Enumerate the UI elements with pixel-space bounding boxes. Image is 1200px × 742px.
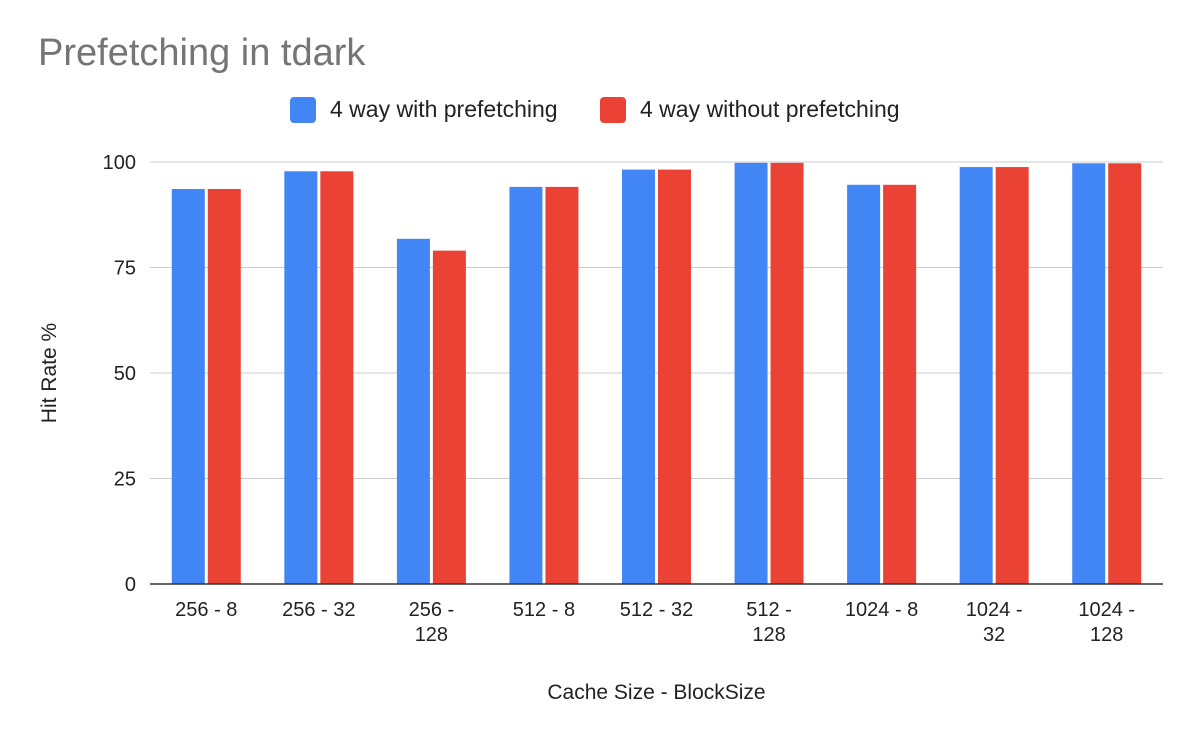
y-tick-label: 100 bbox=[103, 152, 136, 174]
x-tick-label: 512 - 8 bbox=[513, 599, 575, 621]
bar-without-prefetching bbox=[995, 167, 1029, 584]
bar-with-prefetching bbox=[171, 189, 205, 584]
y-axis-ticks: 0 25 50 75 100 bbox=[103, 152, 136, 596]
x-tick-label: 256 -128 bbox=[409, 599, 455, 646]
x-tick-label: 256 - 32 bbox=[282, 599, 355, 621]
legend: 4 way with prefetching 4 way without pre… bbox=[0, 96, 1200, 130]
x-tick-label: 1024 - 8 bbox=[845, 599, 918, 621]
legend-swatch-with-prefetching bbox=[290, 96, 316, 123]
gridlines bbox=[150, 161, 1163, 479]
bar-with-prefetching bbox=[509, 186, 543, 584]
x-tick-label: 1024 -32 bbox=[966, 599, 1023, 646]
y-tick-label: 75 bbox=[114, 258, 136, 280]
chart-title: Prefetching in tdark bbox=[38, 32, 366, 74]
bars bbox=[171, 162, 1142, 585]
bar-with-prefetching bbox=[622, 169, 655, 584]
bar-without-prefetching bbox=[1108, 163, 1142, 585]
x-tick-label: 512 -128 bbox=[746, 599, 792, 646]
legend-label-with-prefetching: 4 way with prefetching bbox=[330, 96, 558, 122]
legend-swatch-without-prefetching bbox=[600, 96, 626, 123]
legend-label-without-prefetching: 4 way without prefetching bbox=[640, 96, 900, 122]
bar-with-prefetching bbox=[396, 238, 430, 584]
y-tick-label: 50 bbox=[114, 363, 136, 385]
bar-without-prefetching bbox=[207, 189, 241, 584]
x-tick-label: 256 - 8 bbox=[175, 599, 237, 621]
bar-with-prefetching bbox=[734, 162, 768, 584]
y-tick-label: 25 bbox=[114, 469, 136, 491]
bar-without-prefetching bbox=[320, 171, 354, 584]
bar-without-prefetching bbox=[770, 162, 804, 584]
x-axis-ticks: 256 - 8 256 - 32 256 -128 512 - 8 512 - 32 51… bbox=[175, 599, 1135, 646]
bar-without-prefetching bbox=[883, 184, 917, 584]
bar-without-prefetching bbox=[658, 169, 691, 584]
x-tick-label: 1024 -128 bbox=[1078, 599, 1135, 646]
y-axis-title: Hit Rate % bbox=[38, 323, 61, 423]
bar-without-prefetching bbox=[432, 250, 466, 584]
bar-with-prefetching bbox=[1072, 163, 1106, 585]
bar-with-prefetching bbox=[847, 184, 881, 584]
x-axis-title: Cache Size - BlockSize bbox=[547, 681, 765, 704]
legend-item-without-prefetching: 4 way without prefetching bbox=[600, 96, 900, 123]
bar-with-prefetching bbox=[284, 171, 318, 584]
bar-with-prefetching bbox=[959, 167, 993, 584]
x-tick-label: 512 - 32 bbox=[620, 599, 693, 621]
y-tick-label: 0 bbox=[125, 574, 136, 596]
legend-item-with-prefetching: 4 way with prefetching bbox=[290, 96, 558, 123]
bar-without-prefetching bbox=[545, 186, 579, 584]
